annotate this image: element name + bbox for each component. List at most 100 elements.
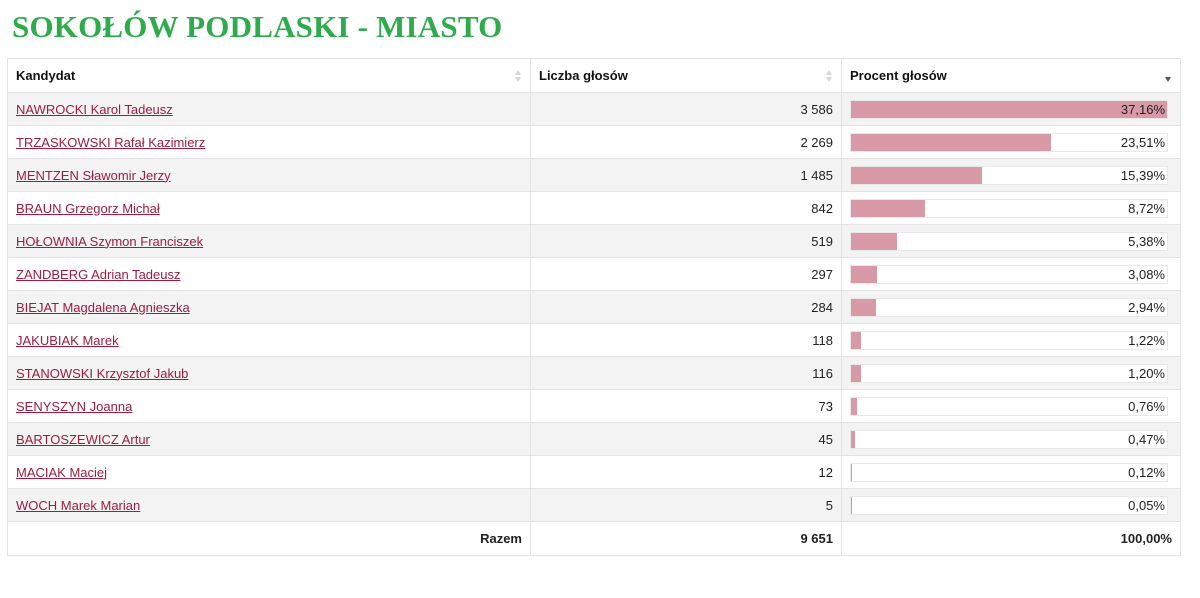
candidate-cell: WOCH Marek Marian — [7, 488, 531, 522]
percent-bar: 3,08% — [850, 264, 1168, 284]
percent-cell: 1,20% — [841, 356, 1181, 390]
percent-bar: 23,51% — [850, 132, 1168, 152]
percent-label: 3,08% — [1128, 266, 1165, 282]
table-row: NAWROCKI Karol Tadeusz 3 586 37,16% — [7, 92, 1181, 126]
table-row: WOCH Marek Marian 5 0,05% — [7, 488, 1181, 522]
sort-icon[interactable] — [515, 69, 521, 82]
percent-bar: 1,20% — [850, 363, 1168, 383]
candidate-link[interactable]: TRZASKOWSKI Rafał Kazimierz — [16, 134, 206, 150]
percent-label: 1,22% — [1128, 332, 1165, 348]
total-percent: 100,00% — [841, 521, 1181, 556]
candidate-link[interactable]: ZANDBERG Adrian Tadeusz — [16, 266, 181, 282]
candidate-link[interactable]: MACIAK Maciej — [16, 464, 108, 480]
column-header-percent-label: Procent głosów — [850, 68, 947, 83]
percent-bar-fill — [851, 166, 982, 184]
percent-label: 5,38% — [1128, 233, 1165, 249]
percent-bar-fill — [851, 265, 878, 283]
candidate-cell: TRZASKOWSKI Rafał Kazimierz — [7, 125, 531, 159]
candidate-cell: NAWROCKI Karol Tadeusz — [7, 92, 531, 126]
percent-bar: 0,05% — [850, 495, 1168, 515]
percent-bar-fill — [851, 133, 1051, 151]
votes-cell: 284 — [530, 290, 842, 324]
table-row: SENYSZYN Joanna 73 0,76% — [7, 389, 1181, 423]
total-votes: 9 651 — [530, 521, 842, 556]
sort-desc-icon[interactable] — [1165, 70, 1171, 82]
candidate-cell: SENYSZYN Joanna — [7, 389, 531, 423]
percent-bar-fill — [851, 463, 853, 481]
table-row: TRZASKOWSKI Rafał Kazimierz 2 269 23,51% — [7, 125, 1181, 159]
candidate-link[interactable]: NAWROCKI Karol Tadeusz — [16, 101, 173, 117]
candidate-cell: MENTZEN Sławomir Jerzy — [7, 158, 531, 192]
percent-bar-fill — [851, 496, 853, 514]
candidate-link[interactable]: MENTZEN Sławomir Jerzy — [16, 167, 171, 183]
percent-bar: 2,94% — [850, 297, 1168, 317]
percent-cell: 5,38% — [841, 224, 1181, 258]
table-row: HOŁOWNIA Szymon Franciszek 519 5,38% — [7, 224, 1181, 258]
percent-label: 0,47% — [1128, 431, 1165, 447]
candidate-link[interactable]: SENYSZYN Joanna — [16, 398, 133, 414]
percent-bar-fill — [851, 397, 858, 415]
percent-cell: 0,76% — [841, 389, 1181, 423]
candidate-link[interactable]: WOCH Marek Marian — [16, 497, 141, 513]
percent-label: 8,72% — [1128, 200, 1165, 216]
percent-bar-fill — [851, 331, 862, 349]
percent-bar: 0,47% — [850, 429, 1168, 449]
table-row: JAKUBIAK Marek 118 1,22% — [7, 323, 1181, 357]
votes-cell: 3 586 — [530, 92, 842, 126]
percent-bar: 15,39% — [850, 165, 1168, 185]
candidate-link[interactable]: BIEJAT Magdalena Agnieszka — [16, 299, 190, 315]
votes-cell: 842 — [530, 191, 842, 225]
percent-cell: 0,12% — [841, 455, 1181, 489]
percent-bar-fill — [851, 100, 1167, 118]
votes-cell: 45 — [530, 422, 842, 456]
percent-bar: 0,12% — [850, 462, 1168, 482]
percent-bar: 1,22% — [850, 330, 1168, 350]
candidate-cell: HOŁOWNIA Szymon Franciszek — [7, 224, 531, 258]
sort-icon[interactable] — [826, 69, 832, 82]
votes-cell: 73 — [530, 389, 842, 423]
percent-bar-fill — [851, 232, 897, 250]
table-row: STANOWSKI Krzysztof Jakub 116 1,20% — [7, 356, 1181, 390]
column-header-votes[interactable]: Liczba głosów — [530, 58, 842, 93]
votes-cell: 116 — [530, 356, 842, 390]
candidate-cell: BIEJAT Magdalena Agnieszka — [7, 290, 531, 324]
candidate-cell: MACIAK Maciej — [7, 455, 531, 489]
percent-cell: 0,05% — [841, 488, 1181, 522]
candidate-link[interactable]: STANOWSKI Krzysztof Jakub — [16, 365, 189, 381]
percent-cell: 0,47% — [841, 422, 1181, 456]
candidate-link[interactable]: HOŁOWNIA Szymon Franciszek — [16, 233, 204, 249]
percent-bar: 8,72% — [850, 198, 1168, 218]
table-row: BARTOSZEWICZ Artur 45 0,47% — [7, 422, 1181, 456]
votes-cell: 519 — [530, 224, 842, 258]
percent-cell: 1,22% — [841, 323, 1181, 357]
percent-label: 0,05% — [1128, 497, 1165, 513]
percent-label: 1,20% — [1128, 365, 1165, 381]
column-header-percent[interactable]: Procent głosów — [841, 58, 1181, 93]
votes-cell: 1 485 — [530, 158, 842, 192]
table-row: MACIAK Maciej 12 0,12% — [7, 455, 1181, 489]
percent-cell: 2,94% — [841, 290, 1181, 324]
total-row: Razem 9 651 100,00% — [7, 521, 1181, 556]
percent-cell: 37,16% — [841, 92, 1181, 126]
percent-bar-fill — [851, 364, 862, 382]
percent-label: 15,39% — [1120, 167, 1165, 183]
column-header-candidate[interactable]: Kandydat — [7, 58, 531, 93]
total-label: Razem — [7, 521, 531, 556]
candidate-link[interactable]: BRAUN Grzegorz Michał — [16, 200, 160, 216]
percent-label: 0,12% — [1128, 464, 1165, 480]
percent-cell: 8,72% — [841, 191, 1181, 225]
candidate-link[interactable]: JAKUBIAK Marek — [16, 332, 119, 348]
candidate-cell: ZANDBERG Adrian Tadeusz — [7, 257, 531, 291]
percent-label: 23,51% — [1120, 134, 1165, 150]
votes-cell: 118 — [530, 323, 842, 357]
table-row: ZANDBERG Adrian Tadeusz 297 3,08% — [7, 257, 1181, 291]
percent-cell: 15,39% — [841, 158, 1181, 192]
table-row: BIEJAT Magdalena Agnieszka 284 2,94% — [7, 290, 1181, 324]
column-header-votes-label: Liczba głosów — [539, 68, 628, 83]
percent-cell: 23,51% — [841, 125, 1181, 159]
candidate-link[interactable]: BARTOSZEWICZ Artur — [16, 431, 150, 447]
votes-cell: 2 269 — [530, 125, 842, 159]
percent-bar: 0,76% — [850, 396, 1168, 416]
percent-bar-fill — [851, 298, 876, 316]
percent-cell: 3,08% — [841, 257, 1181, 291]
